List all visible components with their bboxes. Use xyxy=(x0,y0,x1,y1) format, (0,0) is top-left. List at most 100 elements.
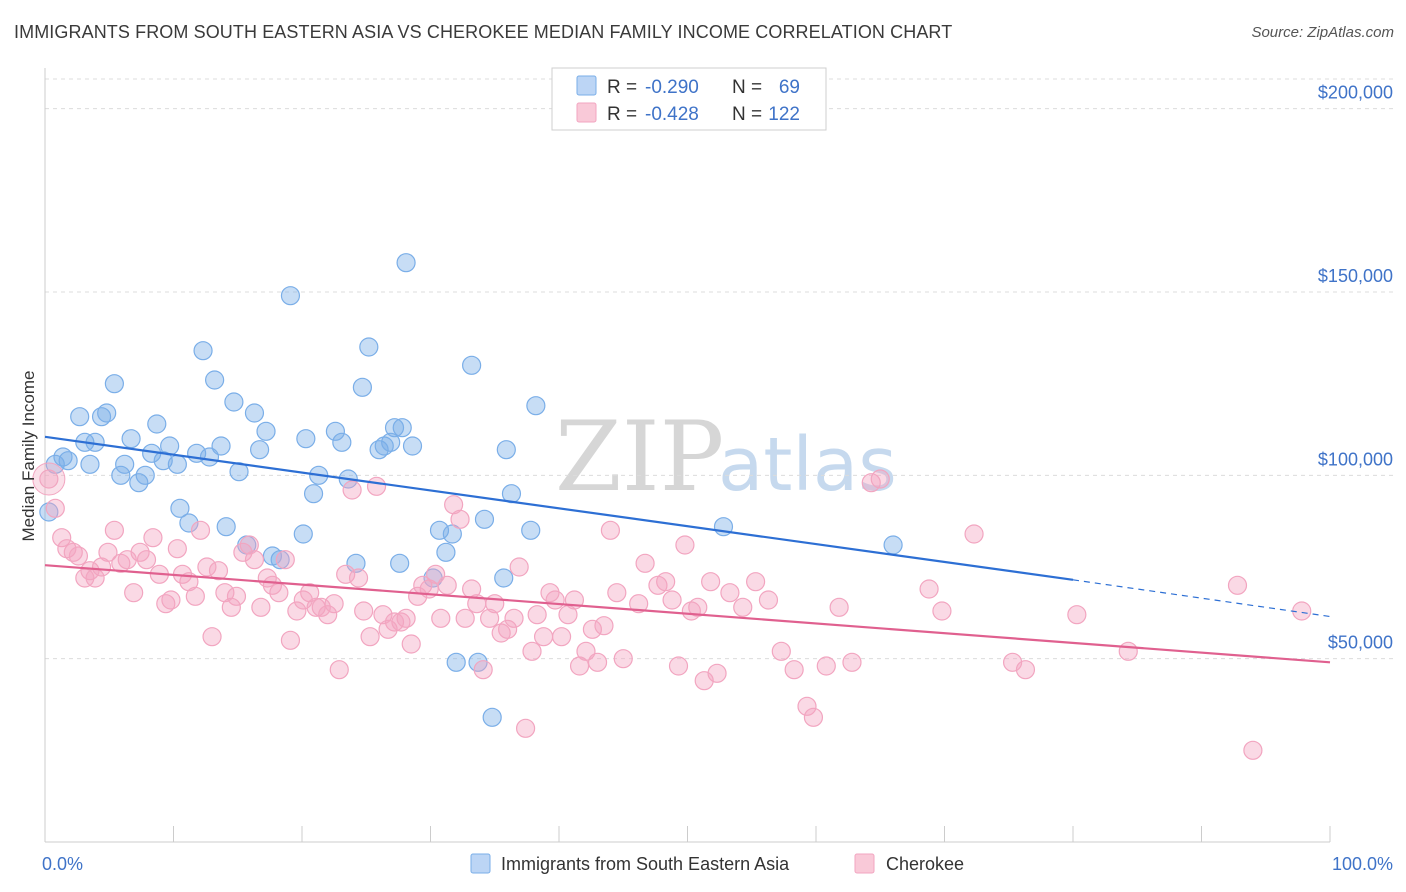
legend-swatch-blue xyxy=(576,75,597,96)
cherokee-point-15 xyxy=(130,542,150,562)
legend-r-label-1: R = xyxy=(607,77,637,98)
asia-point-63 xyxy=(474,509,495,529)
cherokee-point-115 xyxy=(803,707,824,727)
cherokee-point-2 xyxy=(52,528,72,548)
asia-point-49 xyxy=(374,436,394,456)
asia-point-24 xyxy=(193,341,213,361)
asia-point-15 xyxy=(135,465,155,485)
cherokee-point-96 xyxy=(629,594,649,614)
cherokee-point-19 xyxy=(156,594,176,614)
asia-point-37 xyxy=(280,286,301,306)
cherokee-point-10 xyxy=(98,542,118,562)
cherokee-point-78 xyxy=(509,557,529,577)
cherokee-point-97 xyxy=(635,553,655,573)
cherokee-point-51 xyxy=(348,568,369,588)
cherokee-point-30 xyxy=(221,597,241,617)
x-tick-label-0: 0.0% xyxy=(42,854,83,874)
legend-r-label-2: R = xyxy=(607,104,637,125)
cherokee-point-4 xyxy=(63,542,83,562)
cherokee-point-69 xyxy=(455,608,475,628)
asia-point-21 xyxy=(170,498,190,518)
asia-point-4 xyxy=(70,407,90,427)
asia-point-28 xyxy=(216,517,236,537)
cherokee-point-1 xyxy=(45,498,65,518)
legend-box: R = -0.290 N = 69 R = -0.428 N = 122 xyxy=(551,67,827,131)
cherokee-point-102 xyxy=(675,535,695,555)
asia-point-14 xyxy=(129,473,149,493)
cherokee-point-58 xyxy=(391,612,411,632)
asia-point-0 xyxy=(39,502,59,522)
cherokee-point-34 xyxy=(244,550,265,570)
cherokee-point-72 xyxy=(473,660,493,680)
asia-point-61 xyxy=(462,355,482,375)
cherokee-point-120 xyxy=(870,469,890,489)
cherokee-point-109 xyxy=(733,597,753,617)
asia-point-39 xyxy=(296,429,316,449)
chart-title: IMMIGRANTS FROM SOUTH EASTERN ASIA VS CH… xyxy=(14,22,953,42)
cherokee-point-103 xyxy=(681,601,701,621)
bottom-legend-swatch-pink xyxy=(854,853,875,874)
cherokee-point-38 xyxy=(269,583,289,603)
x-tick-label-1: 100.0% xyxy=(1332,854,1393,874)
cherokee-point-40 xyxy=(280,630,301,650)
cherokee-point-128 xyxy=(1227,575,1248,595)
asia-trend-line xyxy=(44,435,1074,581)
cherokee-point-0 xyxy=(39,469,59,489)
legend-swatch-pink xyxy=(576,102,597,123)
cherokee-point-127 xyxy=(1118,641,1138,661)
cherokee-point-37 xyxy=(262,575,283,595)
cherokee-point-45 xyxy=(311,597,331,617)
cherokee-point-33 xyxy=(239,535,259,555)
cherokee-point-64 xyxy=(426,564,446,584)
cherokee-point-55 xyxy=(373,605,393,625)
tick-labels: $50,000 $100,000 $150,000 $200,000 0.0% 100.0… xyxy=(42,83,1393,874)
asia-point-2 xyxy=(53,447,73,467)
cherokee-point-110 xyxy=(746,572,766,592)
cherokee-point-113 xyxy=(784,660,804,680)
cherokee-point-76 xyxy=(498,619,518,639)
bottom-legend: Immigrants from South Eastern Asia Chero… xyxy=(470,853,964,874)
y-tick-label-2: $150,000 xyxy=(1318,266,1393,286)
cherokee-point-122 xyxy=(932,601,952,621)
cherokee-point-95 xyxy=(613,649,633,669)
asia-point-33 xyxy=(249,440,270,460)
asia-point-26 xyxy=(205,370,225,390)
asia-point-40 xyxy=(303,484,324,504)
asia-point-13 xyxy=(121,429,141,449)
cherokee-point-28 xyxy=(208,561,229,581)
cherokee-point-21 xyxy=(167,539,187,559)
asia-point-3 xyxy=(58,451,78,471)
cherokee-point-66 xyxy=(437,575,457,595)
cherokee-point-84 xyxy=(545,590,565,610)
gridlines xyxy=(45,78,1395,660)
cherokee-point-5 xyxy=(68,546,89,566)
cherokee-point-77 xyxy=(504,608,524,628)
cherokee-point-16 xyxy=(136,550,157,570)
bottom-legend-label-2: Cherokee xyxy=(886,854,964,874)
cherokee-point-100 xyxy=(662,590,682,610)
y-tick-label-0: $50,000 xyxy=(1328,633,1393,653)
cherokee-point-53 xyxy=(360,627,380,647)
asia-point-29 xyxy=(224,392,244,412)
legend-n-value-2: 122 xyxy=(768,104,800,125)
cherokee-point-46 xyxy=(318,605,338,625)
cherokee-point-44 xyxy=(306,597,326,617)
asia-point-69 xyxy=(526,396,546,416)
asia-point-58 xyxy=(436,542,456,562)
asia-point-57 xyxy=(429,520,450,540)
cherokee-point-101 xyxy=(668,656,689,676)
cherokee-point-65 xyxy=(431,608,451,628)
cherokee-point-107 xyxy=(707,663,727,683)
asia-point-43 xyxy=(332,432,352,452)
asia-point-66 xyxy=(496,440,516,460)
asia-point-52 xyxy=(392,418,412,438)
cherokee-point-35 xyxy=(251,597,271,617)
cherokee-point-89 xyxy=(576,641,596,661)
cherokee-point-93 xyxy=(600,520,621,540)
cherokee-point-114 xyxy=(797,696,817,716)
asia-point-8 xyxy=(91,407,112,427)
cherokee-point-73 xyxy=(480,608,500,628)
cherokee-point-61 xyxy=(408,586,428,606)
cherokee-point-68 xyxy=(450,509,470,529)
